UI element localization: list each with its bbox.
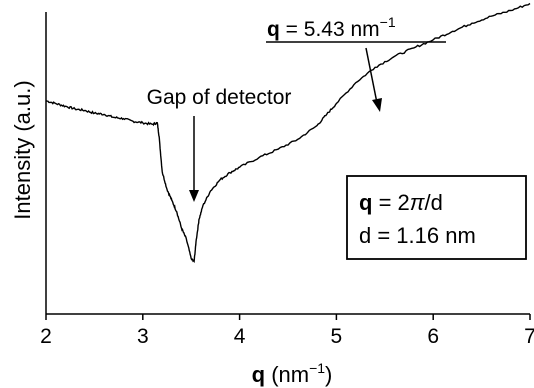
- formula-q: q = 2π/d: [359, 190, 443, 215]
- gap-arrow: [189, 116, 199, 202]
- y-axis-title: Intensity (a.u.): [10, 80, 35, 219]
- x-ticks: 2 3 4 5 6 7: [40, 314, 534, 348]
- x-tick-label: 6: [427, 325, 439, 348]
- formula-d: d = 1.16 nm: [359, 223, 476, 248]
- x-tick-label: 4: [234, 325, 246, 348]
- gap-annotation-label: Gap of detector: [147, 86, 292, 109]
- x-tick-label: 7: [524, 325, 534, 348]
- peak-annotation-label: q = 5.43 nm−1: [267, 14, 396, 41]
- peak-arrow: [365, 47, 382, 112]
- x-tick-label: 2: [40, 325, 52, 348]
- x-axis-title: q (nm−1): [252, 360, 333, 387]
- axes: 2 3 4 5 6 7: [40, 12, 534, 348]
- formula-box: q = 2π/d d = 1.16 nm: [346, 175, 527, 260]
- x-tick-label: 5: [331, 325, 343, 348]
- x-tick-label: 3: [137, 325, 149, 348]
- series-line: [45, 2, 531, 264]
